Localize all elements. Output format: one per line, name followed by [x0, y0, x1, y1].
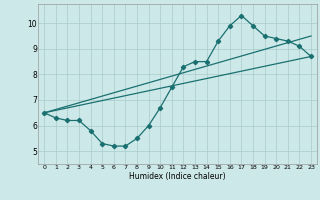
X-axis label: Humidex (Indice chaleur): Humidex (Indice chaleur) [129, 172, 226, 181]
